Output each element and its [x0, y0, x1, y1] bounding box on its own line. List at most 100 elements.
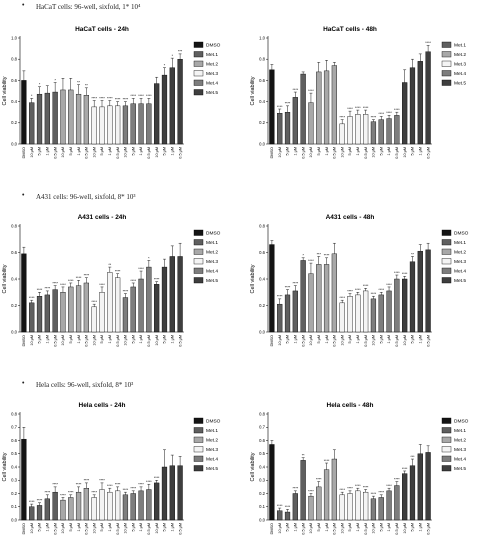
x-tick-label: 10 μM — [403, 523, 407, 534]
legend-swatch — [193, 267, 204, 274]
significance-label: **** — [60, 283, 66, 287]
significance-label: **** — [347, 487, 353, 491]
x-tick-label: 0.5 μM — [426, 147, 430, 159]
x-tick-label: 5 μM — [100, 523, 104, 532]
bar — [44, 294, 50, 333]
significance-label: **** — [45, 287, 51, 291]
bar — [60, 89, 66, 145]
legend-label: Met.4 — [454, 457, 466, 463]
legend-label: Met.5 — [454, 81, 466, 87]
bar — [60, 499, 66, 521]
y-tick-label: 0.0 — [11, 517, 17, 522]
significance-label: **** — [84, 479, 90, 483]
significance-label: **** — [394, 477, 400, 481]
bar — [362, 114, 369, 145]
x-tick-label: 0.5 μM — [364, 147, 368, 159]
x-tick-label: 1 μM — [387, 147, 391, 156]
significance-label: **** — [277, 504, 283, 508]
bar — [68, 497, 74, 521]
bar — [409, 261, 416, 333]
legend-swatch — [441, 51, 452, 58]
y-tick-label: 0.8 — [11, 223, 17, 228]
legend-swatch — [193, 277, 204, 284]
bar — [130, 493, 136, 521]
chart-title: A431 cells - 48h — [326, 214, 375, 221]
significance-label: **** — [29, 296, 35, 300]
bar — [269, 444, 275, 521]
bar — [83, 95, 90, 145]
legend-label: Met.3 — [206, 259, 218, 265]
significance-label: **** — [339, 296, 345, 300]
significance-label: * — [39, 83, 41, 87]
bar — [161, 74, 168, 145]
bar — [99, 489, 105, 521]
bar — [36, 93, 43, 145]
x-tick-label: 0.5 μM — [53, 147, 57, 159]
legend-label: Met.1 — [454, 43, 466, 49]
chart-hela-24h: Hela cells - 24h Cell viability 0.0 0.1 0.2 0… — [0, 398, 240, 548]
x-tick-label: DMSO — [22, 335, 26, 346]
significance-label: **** — [285, 505, 291, 509]
significance-label: **** — [347, 107, 353, 111]
y-tick-label: 0.0 — [11, 141, 17, 146]
y-tick-label: 0.8 — [11, 57, 17, 62]
bar — [417, 453, 423, 521]
chart-svg: HaCaT cells - 48h Cell viability 0.0 0.2 0.4… — [250, 26, 466, 159]
y-tick-label: 0.4 — [259, 276, 265, 281]
bar — [284, 111, 291, 145]
legend-swatch — [193, 239, 204, 246]
legend-label: Met.3 — [454, 447, 466, 453]
bar — [292, 290, 298, 333]
bar — [138, 103, 144, 145]
bar — [75, 491, 82, 521]
bar — [300, 260, 306, 333]
bar — [402, 82, 408, 145]
bar — [29, 506, 35, 521]
legend-label: Met.1 — [454, 240, 466, 246]
significance-label: **** — [76, 483, 82, 487]
significance-label: **** — [339, 488, 345, 492]
legend-swatch — [441, 417, 452, 424]
y-tick-label: 0.6 — [259, 250, 265, 255]
bar — [146, 266, 152, 333]
chart-title: Hela cells - 24h — [79, 402, 126, 409]
significance-label: **** — [378, 288, 384, 292]
bar — [378, 497, 384, 521]
x-tick-label: 5 μM — [38, 147, 42, 156]
x-tick-label: 1 μM — [108, 147, 112, 156]
bar — [29, 102, 35, 145]
bar — [370, 121, 377, 145]
x-tick-label: 10 μM — [61, 147, 65, 158]
x-tick-label: 0.5 μM — [85, 335, 89, 347]
chart-title: Hela cells - 48h — [327, 402, 374, 409]
bar — [402, 278, 408, 333]
x-tick-label: 5 μM — [38, 335, 42, 344]
x-tick-label: 5 μM — [69, 335, 73, 344]
significance-label: **** — [115, 97, 121, 101]
y-axis-label: Cell viability — [2, 452, 8, 481]
x-tick-label: 1 μM — [170, 147, 174, 156]
significance-label: **** — [68, 279, 74, 283]
bar — [154, 482, 160, 521]
bar — [300, 73, 306, 145]
bar — [355, 294, 361, 333]
legend-swatch — [441, 248, 452, 255]
x-tick-label: 0.5 μM — [85, 523, 89, 535]
x-tick-label: 1 μM — [46, 147, 50, 156]
significance-label: **** — [146, 94, 152, 98]
significance-label: * — [31, 94, 33, 98]
chart-hacat-24h: HaCaT cells - 24h Cell viability 0.0 0.2 0.4… — [0, 22, 240, 172]
significance-label: **** — [138, 267, 144, 271]
legend-label: Met.3 — [206, 447, 218, 453]
bar — [21, 253, 27, 333]
legend-label: Met.2 — [206, 62, 218, 68]
bar — [177, 465, 183, 521]
x-tick-label: 0.5 μM — [301, 335, 305, 347]
x-tick-label: 0.5 μM — [147, 523, 151, 535]
significance-label: **** — [339, 115, 345, 119]
bar — [52, 491, 58, 521]
legend-label: Met.3 — [454, 259, 466, 265]
bar — [417, 250, 423, 333]
bar — [355, 490, 361, 521]
legend-swatch — [441, 41, 452, 48]
